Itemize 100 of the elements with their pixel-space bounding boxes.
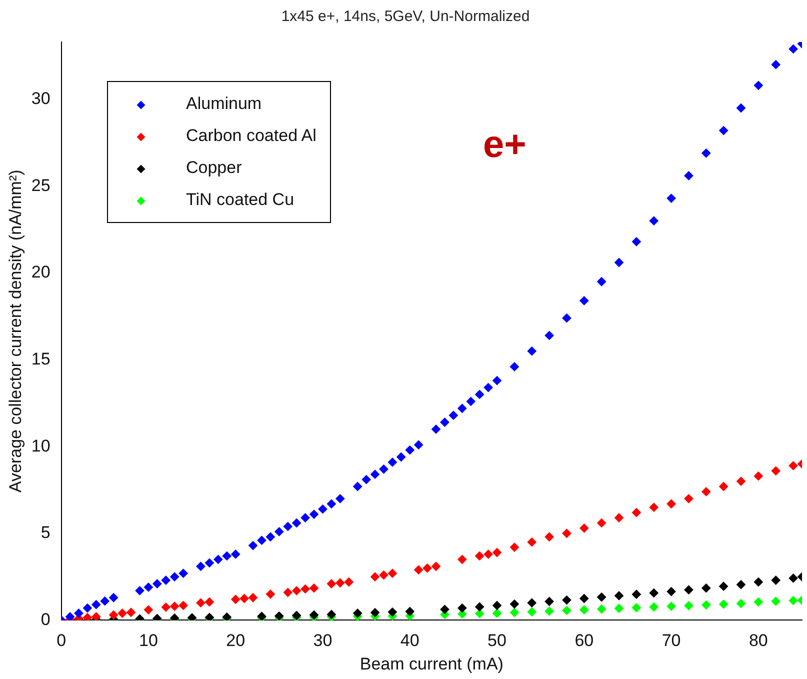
- point: [649, 602, 658, 612]
- point: [370, 572, 380, 582]
- point: [597, 604, 606, 614]
- point: [292, 586, 302, 596]
- point: [649, 588, 658, 598]
- point: [326, 610, 336, 619]
- point: [484, 550, 493, 559]
- point: [326, 579, 336, 588]
- point: [510, 600, 519, 609]
- point: [388, 608, 397, 617]
- point: [92, 612, 101, 620]
- point: [492, 548, 502, 557]
- point: [266, 590, 275, 599]
- y-axis-title: Average collector current density (nA/mm²): [6, 170, 25, 493]
- x-tick-label: 0: [56, 631, 66, 650]
- point: [109, 610, 118, 620]
- point: [544, 532, 554, 542]
- point: [736, 599, 746, 608]
- point: [414, 565, 424, 574]
- point: [788, 596, 798, 606]
- legend-label: Carbon coated Al: [185, 125, 316, 147]
- point: [248, 593, 258, 602]
- point: [283, 588, 292, 597]
- point: [597, 518, 606, 528]
- x-axis-title: Beam current (mA): [360, 654, 504, 674]
- point: [736, 580, 746, 590]
- y-tick-label: 5: [40, 523, 50, 542]
- point: [544, 596, 554, 606]
- point: [118, 608, 127, 618]
- y-tick-label: 25: [31, 176, 50, 195]
- legend-label: TiN coated Cu: [185, 189, 296, 211]
- point: [719, 482, 728, 491]
- point: [666, 499, 676, 508]
- point: [527, 538, 536, 547]
- point: [144, 605, 153, 614]
- point: [771, 596, 780, 606]
- point: [170, 602, 180, 611]
- point: [666, 602, 676, 611]
- point: [632, 508, 641, 518]
- point: [649, 502, 658, 512]
- point: [562, 596, 572, 605]
- point: [432, 562, 441, 571]
- point: [684, 494, 694, 504]
- point: [736, 476, 746, 486]
- x-tick-label: 50: [488, 631, 506, 650]
- point: [388, 568, 397, 578]
- point: [702, 600, 711, 610]
- point: [510, 542, 519, 552]
- x-tick-label: 60: [574, 631, 594, 650]
- x-tick-label: 20: [226, 631, 246, 650]
- point: [440, 604, 450, 614]
- point: [204, 597, 214, 606]
- point: [614, 591, 624, 600]
- x-tick-label: 40: [400, 631, 420, 650]
- legend-label: Aluminum: [185, 93, 263, 115]
- point: [344, 578, 354, 586]
- point: [562, 606, 572, 615]
- point: [310, 584, 319, 593]
- point: [300, 584, 310, 594]
- y-tick-label: 15: [31, 349, 50, 368]
- point: [126, 608, 136, 617]
- point: [82, 613, 92, 620]
- point: [580, 594, 589, 603]
- point: [562, 528, 572, 538]
- point: [580, 605, 589, 614]
- x-tick-label: 80: [748, 631, 768, 650]
- y-tick-label: 30: [31, 88, 50, 108]
- x-tick-label: 30: [313, 631, 332, 650]
- point: [458, 604, 467, 613]
- point: [684, 601, 694, 610]
- point: [719, 582, 728, 591]
- point: [492, 600, 502, 610]
- y-tick-label: 20: [31, 262, 50, 282]
- point: [754, 597, 763, 606]
- point: [666, 587, 676, 596]
- x-tick-label: 10: [138, 631, 158, 650]
- point: [422, 564, 432, 573]
- point: [597, 592, 606, 602]
- chart-title: 1x45 e+, 14ns, 5GeV, Un-Normalized: [281, 8, 530, 26]
- point: [196, 598, 206, 608]
- point: [370, 608, 380, 618]
- point: [510, 608, 519, 618]
- point: [754, 472, 763, 481]
- point: [336, 578, 345, 588]
- annotation: e+: [483, 124, 526, 167]
- point: [475, 609, 484, 618]
- point: [702, 487, 711, 496]
- point: [475, 551, 484, 560]
- point: [614, 604, 624, 613]
- point: [492, 608, 502, 618]
- point: [771, 466, 780, 476]
- point: [161, 602, 170, 612]
- point: [580, 524, 589, 533]
- point: [754, 578, 763, 586]
- point: [632, 603, 641, 612]
- y-tick-label: 0: [40, 610, 50, 629]
- point: [771, 576, 780, 585]
- point: [475, 602, 484, 612]
- point: [458, 554, 467, 564]
- point: [178, 600, 188, 610]
